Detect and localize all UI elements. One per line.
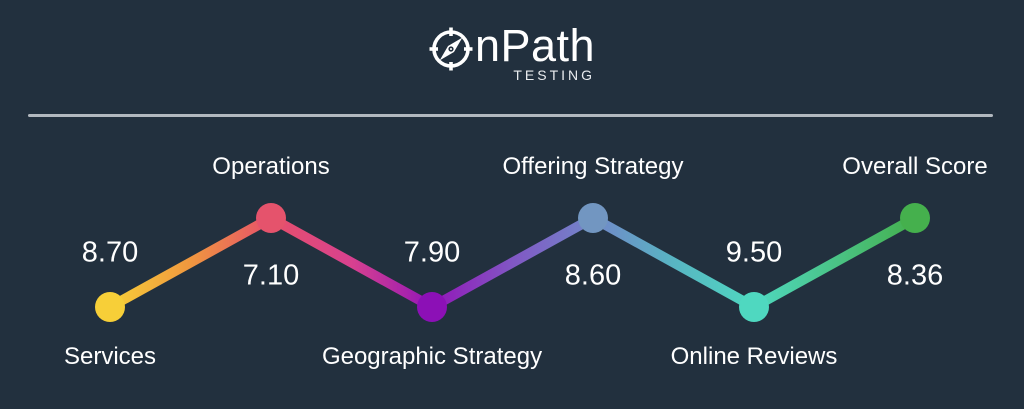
logo: nPath TESTING [0, 20, 1024, 85]
brand-name: nPath [474, 20, 596, 71]
brand-row: nPath [429, 20, 596, 71]
divider-line [28, 114, 993, 117]
trend-line [105, 213, 920, 312]
data-point-online-reviews [739, 292, 769, 322]
data-point-operations [256, 203, 286, 233]
brand-tagline: TESTING [513, 67, 596, 83]
data-point-offering-strategy [578, 203, 608, 233]
data-point-overall-score [900, 203, 930, 233]
compass-icon [429, 27, 473, 70]
data-point-geographic-strategy [417, 292, 447, 322]
data-point-services [95, 292, 125, 322]
logo-lockup: nPath TESTING [429, 20, 596, 85]
